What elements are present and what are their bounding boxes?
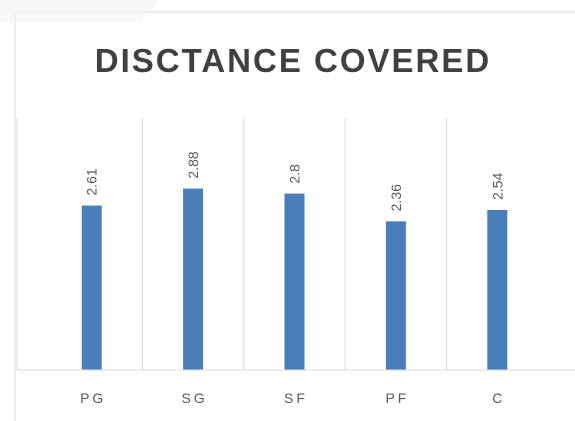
x-tick-label: C [492, 390, 505, 406]
data-label: 2.36 [388, 184, 404, 211]
bar [487, 209, 508, 370]
data-label: 2.61 [84, 168, 100, 195]
data-label: 2.8 [287, 164, 303, 184]
x-tick-label: SG [181, 390, 207, 406]
bar [385, 221, 406, 370]
bar [81, 205, 102, 370]
bar [183, 188, 204, 370]
x-tick-label: SF [284, 390, 308, 406]
decoration [0, 0, 160, 22]
chart-title: DISCTANCE COVERED [95, 42, 491, 79]
data-label: 2.54 [489, 173, 505, 200]
x-tick-label: PF [385, 390, 409, 406]
bar [284, 193, 305, 370]
x-tick-label: PG [80, 390, 106, 406]
data-label: 2.88 [185, 151, 201, 178]
